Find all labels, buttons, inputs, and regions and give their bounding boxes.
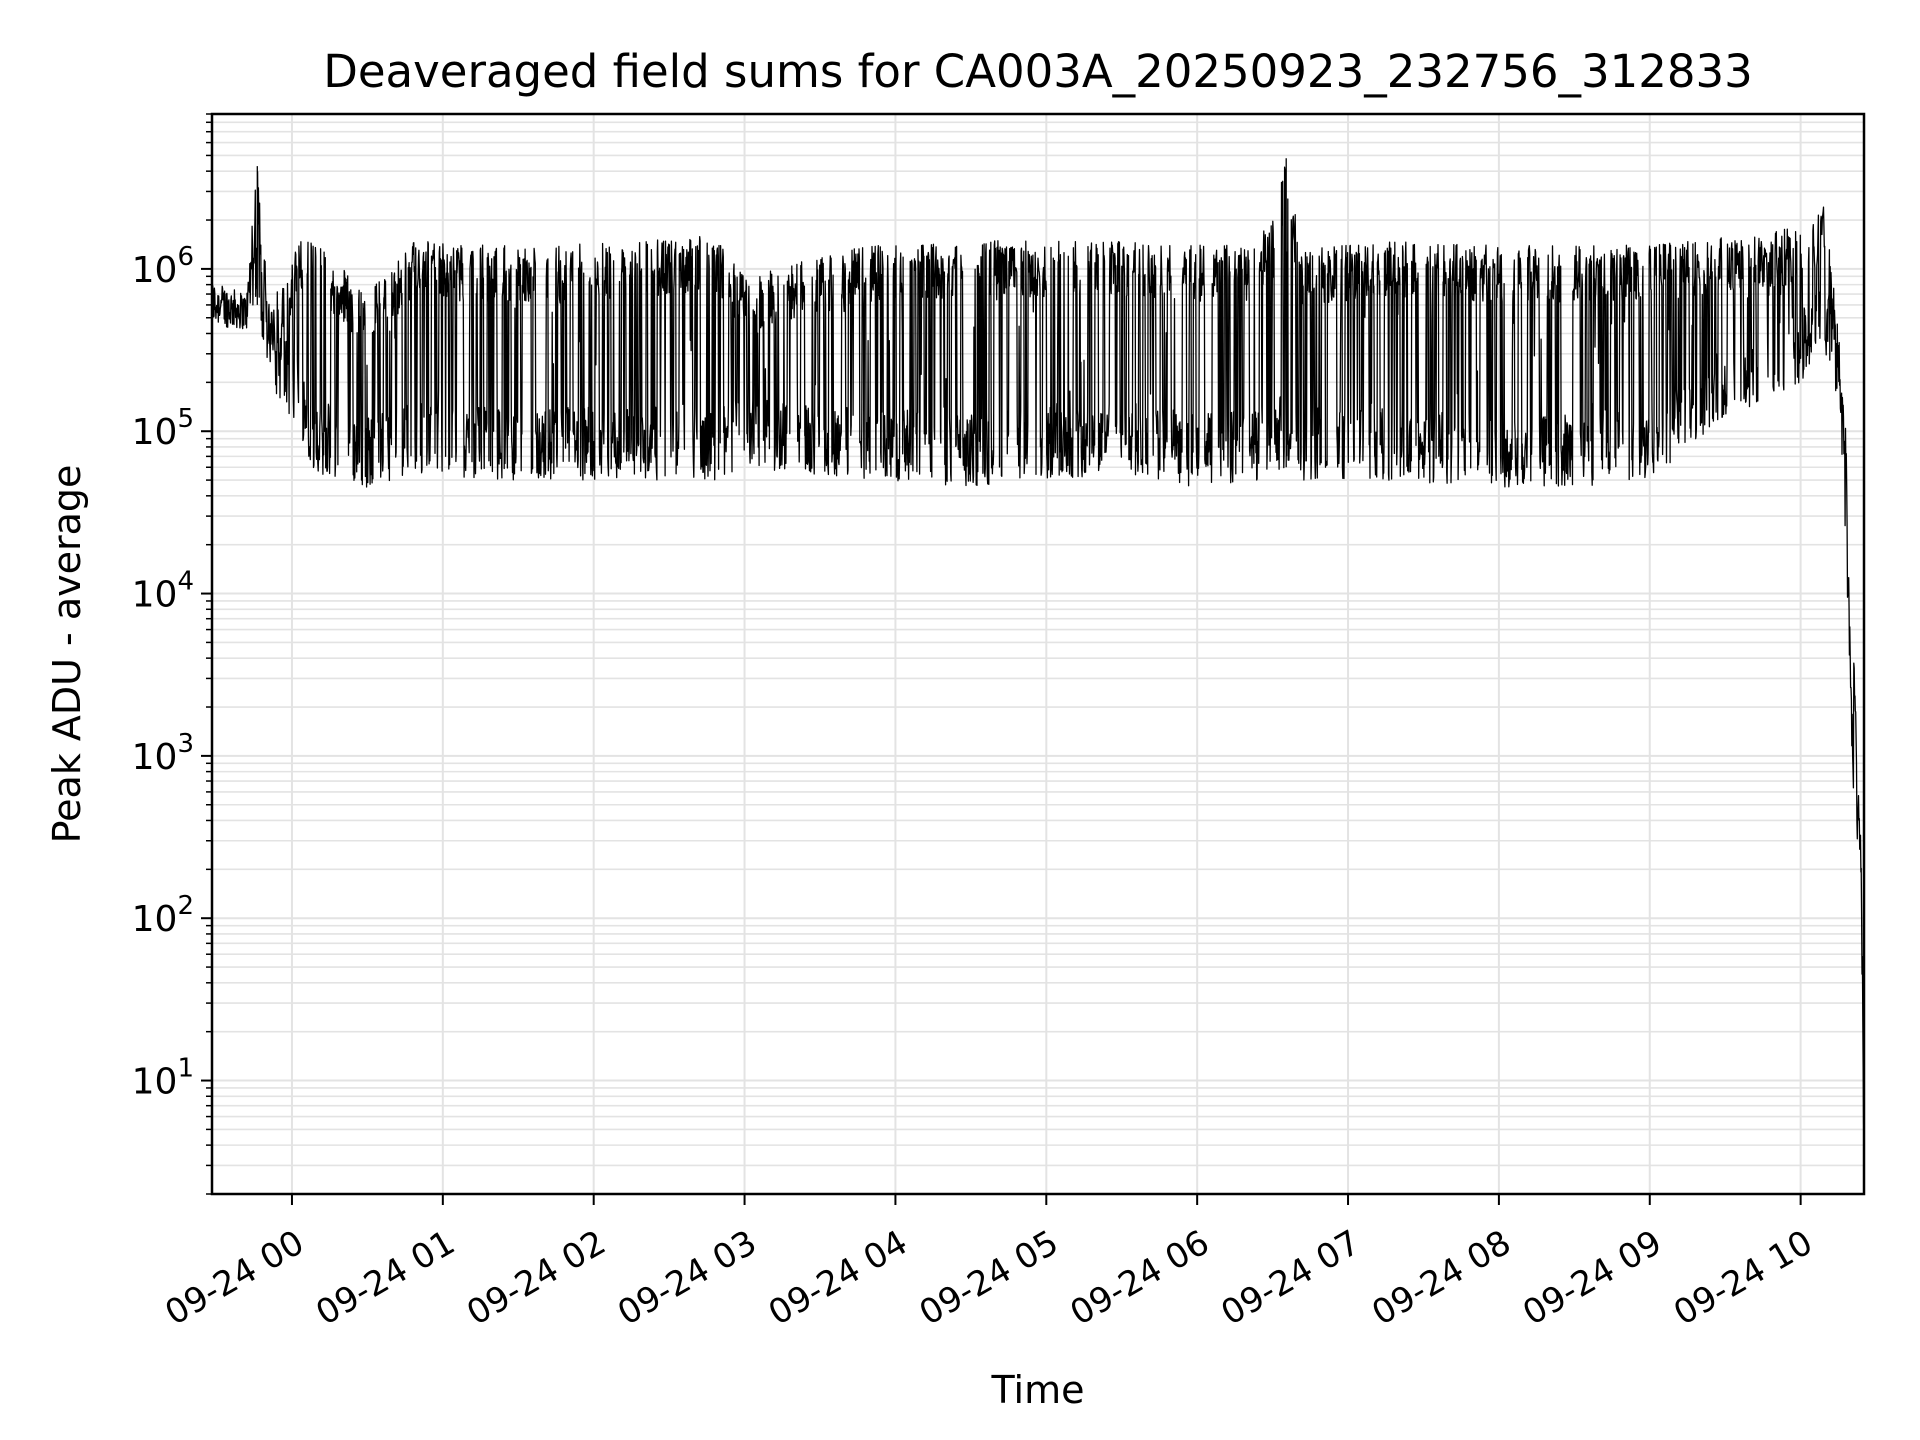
y-tick-label: 105 xyxy=(132,404,194,453)
y-axis: 101 102 103 104 105 106 xyxy=(132,113,212,1195)
y-tick-label: 104 xyxy=(132,567,194,616)
y-tick-label: 106 xyxy=(132,242,194,291)
series-line xyxy=(211,158,1865,1140)
grid xyxy=(212,113,1864,1195)
plot-frame xyxy=(210,112,1866,1196)
y-tick-label: 101 xyxy=(132,1054,194,1103)
y-axis-label: Peak ADU - average xyxy=(45,465,89,844)
series xyxy=(211,158,1865,1140)
y-tick-label: 103 xyxy=(132,729,194,778)
chart-title: Deaveraged field sums for CA003A_2025092… xyxy=(323,45,1753,98)
y-tick-label: 102 xyxy=(132,891,194,940)
x-axis-label: Time xyxy=(991,1368,1085,1412)
